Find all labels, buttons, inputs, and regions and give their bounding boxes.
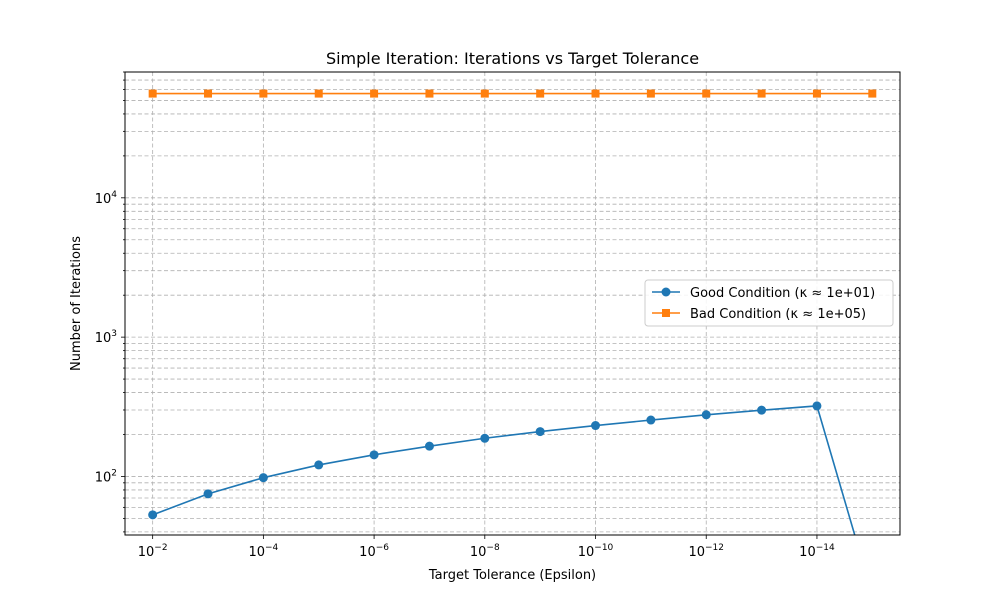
tick-layer: 10−2 10−4 10−6 10−8 10−10 10−12 10−14 102 103 104 [95, 71, 835, 560]
series-1-marker [702, 89, 711, 98]
legend-label-good: Good Condition (κ ≈ 1e+01) [690, 286, 875, 301]
legend-marker-good [661, 287, 671, 297]
x-tick-label: 10−8 [470, 543, 500, 560]
series-0-marker [646, 415, 656, 425]
y-tick-label: 102 [95, 468, 117, 485]
series-1-marker [868, 89, 877, 98]
x-tick-label: 10−6 [359, 543, 389, 560]
series-1-marker [314, 89, 323, 98]
series-layer [148, 89, 877, 535]
series-0-marker [424, 441, 434, 451]
series-0-marker [369, 450, 379, 460]
y-tick-label: 103 [95, 329, 117, 346]
series-0-marker [757, 405, 767, 415]
series-1-marker [536, 89, 545, 98]
y-tick-label: 104 [95, 190, 118, 207]
chart-title: Simple Iteration: Iterations vs Target T… [326, 49, 699, 68]
legend: Good Condition (κ ≈ 1e+01) Bad Condition… [644, 279, 894, 327]
x-axis-label: Target Tolerance (Epsilon) [428, 568, 596, 583]
series-1-marker [370, 89, 379, 98]
series-1-marker [148, 89, 157, 98]
series-0-marker [701, 410, 711, 420]
series-0-marker [203, 489, 213, 499]
x-tick-label: 10−10 [578, 543, 614, 560]
series-1-marker [812, 89, 821, 98]
y-axis-label: Number of Iterations [69, 236, 84, 371]
series-1-marker [757, 89, 766, 98]
x-tick-label: 10−4 [248, 543, 278, 560]
series-0-marker [591, 421, 601, 431]
series-1-marker [425, 89, 434, 98]
series-0-marker [258, 473, 268, 483]
series-0-marker [480, 433, 490, 443]
series-1-marker [480, 89, 489, 98]
x-tick-label: 10−14 [799, 543, 835, 560]
series-1-marker [591, 89, 600, 98]
series-0-marker [314, 460, 324, 470]
series-0-marker [812, 401, 822, 411]
series-1-marker [259, 89, 268, 98]
series-0-marker [148, 510, 158, 520]
legend-label-bad: Bad Condition (κ ≈ 1e+05) [690, 307, 866, 322]
series-0-marker [535, 427, 545, 437]
legend-marker-bad [662, 309, 670, 317]
x-tick-label: 10−2 [138, 543, 168, 560]
x-tick-label: 10−12 [688, 543, 724, 560]
legend-box [644, 279, 894, 327]
axes-frame [124, 71, 901, 536]
series-line-0 [152, 405, 856, 535]
series-1-marker [204, 89, 213, 98]
series-1-marker [646, 89, 655, 98]
